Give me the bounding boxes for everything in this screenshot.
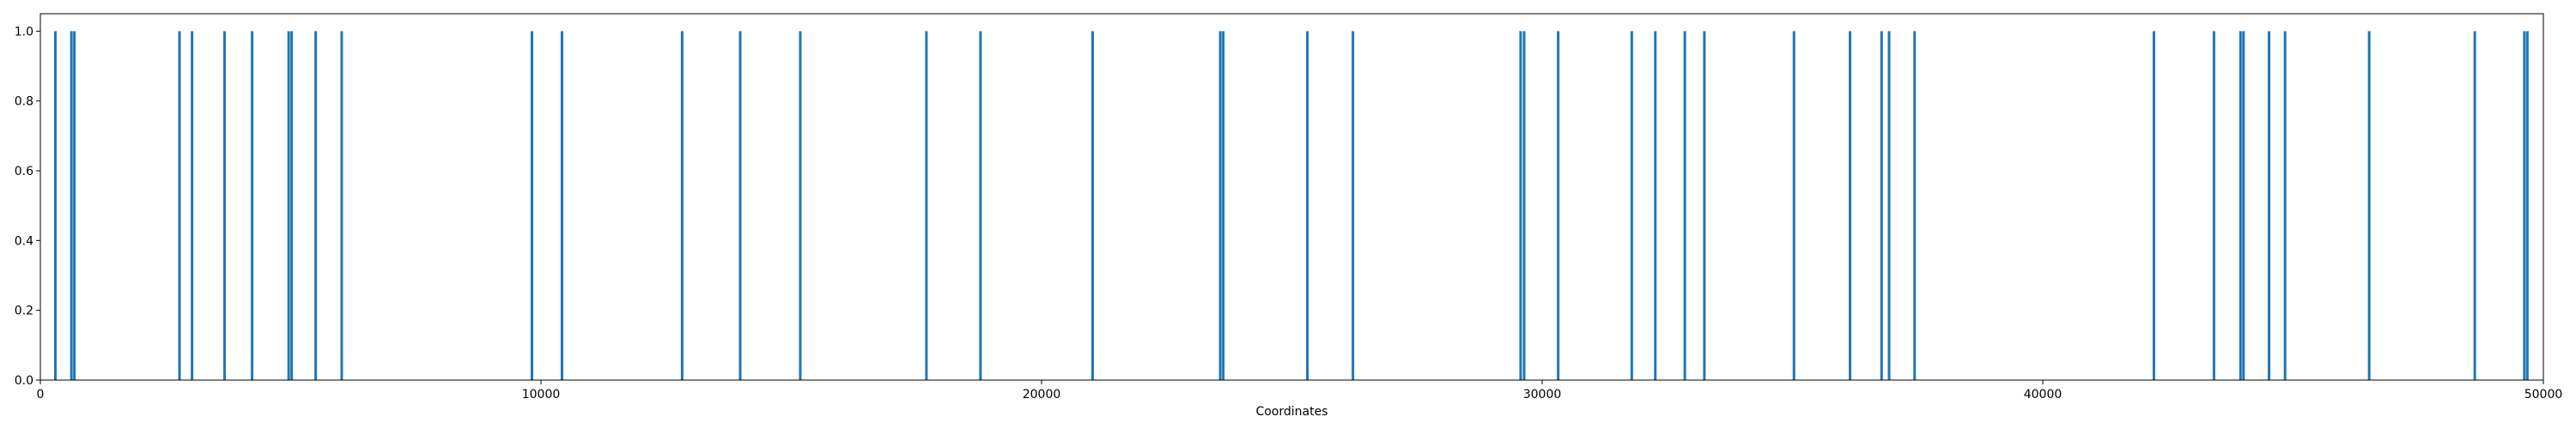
x-tick-label: 40000 bbox=[2024, 388, 2063, 402]
y-tick-label: 0.0 bbox=[15, 374, 33, 388]
bar bbox=[2525, 31, 2529, 380]
bar bbox=[287, 31, 290, 380]
bar bbox=[1849, 31, 1852, 380]
bar bbox=[2212, 31, 2215, 380]
bar bbox=[314, 31, 318, 380]
x-tick-label: 30000 bbox=[1523, 388, 1562, 402]
bar bbox=[2283, 31, 2287, 380]
bar bbox=[1880, 31, 1883, 380]
bar bbox=[340, 31, 343, 380]
bar bbox=[70, 31, 73, 380]
bar bbox=[1306, 31, 1309, 380]
bar bbox=[531, 31, 534, 380]
bar bbox=[1654, 31, 1657, 380]
bar bbox=[1887, 31, 1891, 380]
plot-frame bbox=[39, 13, 2544, 381]
bar bbox=[1913, 31, 1917, 380]
x-axis-ticks: 0 10000 20000 30000 40000 50000 bbox=[37, 380, 2563, 402]
bar bbox=[191, 31, 194, 380]
bar bbox=[178, 31, 181, 380]
bar bbox=[1630, 31, 1633, 380]
bar bbox=[2473, 31, 2476, 380]
bar bbox=[680, 31, 683, 380]
x-tick-label: 50000 bbox=[2524, 388, 2563, 402]
bar bbox=[73, 31, 76, 380]
bar bbox=[2152, 31, 2155, 380]
bars-group bbox=[53, 31, 2529, 380]
bar bbox=[925, 31, 928, 380]
bar bbox=[1522, 31, 1526, 380]
x-tick-label: 10000 bbox=[522, 388, 561, 402]
bar bbox=[1222, 31, 1225, 380]
bar bbox=[738, 31, 742, 380]
x-tick-label: 0 bbox=[37, 388, 45, 402]
bar bbox=[1218, 31, 1222, 380]
bar bbox=[1091, 31, 1094, 380]
y-tick-label: 0.6 bbox=[15, 165, 33, 178]
bar bbox=[560, 31, 563, 380]
bar bbox=[1519, 31, 1522, 380]
y-axis-ticks: 0.0 0.2 0.4 0.6 0.8 1.0 bbox=[15, 25, 40, 388]
bar bbox=[2239, 31, 2242, 380]
bar bbox=[1352, 31, 1355, 380]
bar bbox=[1703, 31, 1706, 380]
bar bbox=[799, 31, 802, 380]
bar bbox=[223, 31, 227, 380]
y-tick-label: 0.2 bbox=[15, 305, 33, 318]
bar bbox=[979, 31, 982, 380]
bar bbox=[251, 31, 254, 380]
bar bbox=[1557, 31, 1560, 380]
bar bbox=[2242, 31, 2245, 380]
bar bbox=[53, 31, 57, 380]
y-tick-label: 1.0 bbox=[15, 25, 33, 39]
bar bbox=[2367, 31, 2371, 380]
bar bbox=[1683, 31, 1686, 380]
bar bbox=[1792, 31, 1795, 380]
bar bbox=[290, 31, 294, 380]
bar bbox=[2268, 31, 2271, 380]
y-tick-label: 0.8 bbox=[15, 95, 33, 109]
x-tick-label: 20000 bbox=[1023, 388, 1061, 402]
x-axis-label: Coordinates bbox=[1255, 405, 1327, 419]
bar bbox=[2523, 31, 2526, 380]
y-tick-label: 0.4 bbox=[15, 234, 33, 248]
